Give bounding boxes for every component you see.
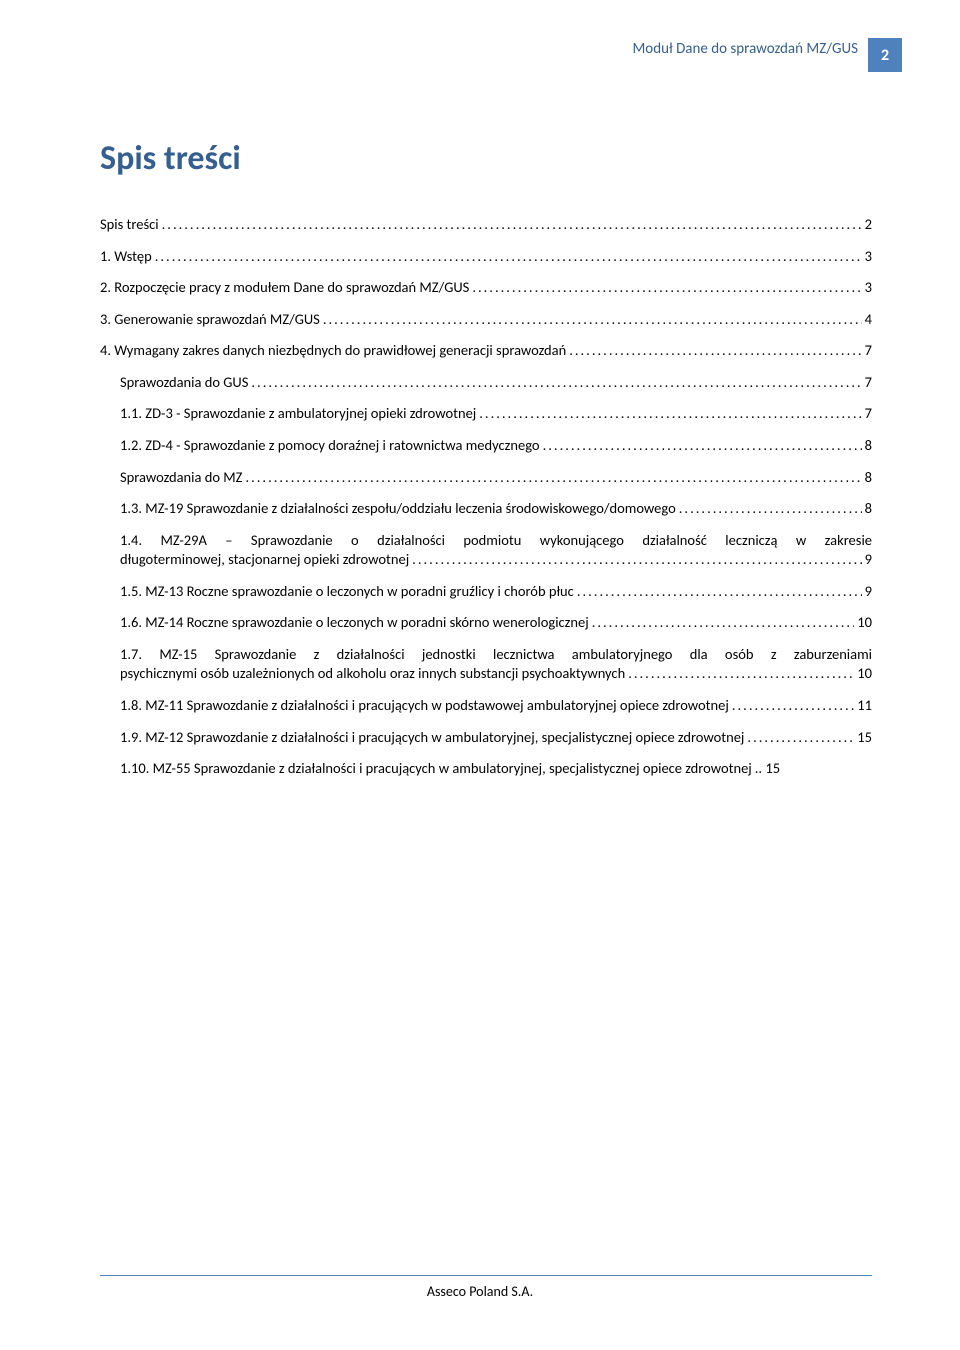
toc-entry-text: 3. Generowanie sprawozdań MZ/GUS — [100, 310, 320, 330]
toc-leader — [409, 550, 861, 570]
toc-page-number: 10 — [854, 613, 872, 633]
toc-entry[interactable]: Sprawozdania do GUS 7 — [100, 373, 872, 393]
toc-page-number: 2 — [862, 215, 872, 235]
table-of-contents: Spis treści 2 1. Wstęp 3 2. Rozpoczęcie prac… — [100, 215, 872, 791]
toc-leader — [625, 664, 854, 684]
running-title: Moduł Dane do sprawozdań MZ/GUS — [632, 38, 858, 58]
toc-entry-text: długoterminowej, stacjonarnej opieki zdr… — [120, 550, 409, 570]
toc-leader — [248, 373, 861, 393]
toc-leader — [152, 247, 862, 267]
toc-entry-text: Sprawozdania do MZ — [120, 468, 242, 488]
toc-entry[interactable]: 1.9. MZ-12 Sprawozdanie z działalności i… — [100, 728, 872, 748]
toc-leader — [589, 613, 855, 633]
toc-leader — [676, 499, 862, 519]
toc-entry-text: 1.8. MZ-11 Sprawozdanie z działalności i… — [120, 696, 729, 716]
toc-page-number: 8 — [862, 468, 872, 488]
toc-leader — [320, 310, 862, 330]
toc-entry-text: 1.5. MZ-13 Roczne sprawozdanie o leczony… — [120, 582, 574, 602]
toc-entry[interactable]: 1.2. ZD-4 - Sprawozdanie z pomocy doraźn… — [100, 436, 872, 456]
toc-entry[interactable]: 1.7. MZ-15 Sprawozdanie z działalności j… — [100, 645, 872, 684]
toc-entry-text: 4. Wymagany zakres danych niezbędnych do… — [100, 341, 566, 361]
toc-page-number: 8 — [862, 436, 872, 456]
toc-entry-text: 1.2. ZD-4 - Sprawozdanie z pomocy doraźn… — [120, 436, 540, 456]
toc-leader — [476, 404, 861, 424]
toc-entry-text: 1. Wstęp — [100, 247, 152, 267]
toc-page-number: 7 — [862, 341, 872, 361]
toc-entry[interactable]: 3. Generowanie sprawozdań MZ/GUS 4 — [100, 310, 872, 330]
toc-leader — [469, 278, 861, 298]
page-header: Moduł Dane do sprawozdań MZ/GUS 2 — [0, 38, 960, 72]
page-number-badge: 2 — [868, 38, 902, 72]
toc-entry[interactable]: 1.3. MZ-19 Sprawozdanie z działalności z… — [100, 499, 872, 519]
toc-entry-text: 1.1. ZD-3 - Sprawozdanie z ambulatoryjne… — [120, 404, 476, 424]
toc-entry-text: 1.6. MZ-14 Roczne sprawozdanie o leczony… — [120, 613, 589, 633]
toc-leader — [566, 341, 861, 361]
toc-entry[interactable]: 1.10. MZ-55 Sprawozdanie z działalności … — [100, 759, 872, 779]
toc-entry[interactable]: Spis treści 2 — [100, 215, 872, 235]
toc-entry-text: 1.10. MZ-55 Sprawozdanie z działalności … — [120, 759, 752, 779]
toc-page-number: 10 — [854, 664, 872, 684]
toc-entry[interactable]: 1.6. MZ-14 Roczne sprawozdanie o leczony… — [100, 613, 872, 633]
toc-entry-text: psychicznymi osób uzależnionych od alkoh… — [120, 664, 625, 684]
toc-entry-text: Spis treści — [100, 215, 159, 235]
toc-page-number: 3 — [862, 247, 872, 267]
toc-entry[interactable]: 4. Wymagany zakres danych niezbędnych do… — [100, 341, 872, 361]
toc-leader — [242, 468, 861, 488]
toc-page-number: .. 15 — [752, 759, 780, 779]
toc-entry-text: 1.7. MZ-15 Sprawozdanie z działalności j… — [120, 645, 872, 665]
toc-leader — [159, 215, 862, 235]
toc-leader — [574, 582, 862, 602]
footer-divider — [100, 1275, 872, 1276]
toc-page-number: 7 — [862, 373, 872, 393]
toc-entry-text: 1.9. MZ-12 Sprawozdanie z działalności i… — [120, 728, 744, 748]
toc-page-number: 4 — [862, 310, 872, 330]
toc-entry-text: 1.3. MZ-19 Sprawozdanie z działalności z… — [120, 499, 676, 519]
toc-page-number: 9 — [862, 582, 872, 602]
toc-page-number: 11 — [854, 696, 872, 716]
toc-leader — [744, 728, 854, 748]
toc-page-number: 7 — [862, 404, 872, 424]
toc-page-number: 15 — [854, 728, 872, 748]
toc-entry-text: 2. Rozpoczęcie pracy z modułem Dane do s… — [100, 278, 469, 298]
toc-leader — [540, 436, 862, 456]
toc-entry-text: 1.4. MZ-29A – Sprawozdanie o działalnośc… — [120, 531, 872, 551]
toc-entry-text: Sprawozdania do GUS — [120, 373, 248, 393]
toc-entry[interactable]: 1.5. MZ-13 Roczne sprawozdanie o leczony… — [100, 582, 872, 602]
toc-leader — [729, 696, 854, 716]
footer-text: Asseco Poland S.A. — [0, 1283, 960, 1300]
toc-entry[interactable]: 1.4. MZ-29A – Sprawozdanie o działalnośc… — [100, 531, 872, 570]
page-title: Spis treści — [100, 138, 241, 179]
toc-entry[interactable]: 1.1. ZD-3 - Sprawozdanie z ambulatoryjne… — [100, 404, 872, 424]
toc-entry[interactable]: Sprawozdania do MZ 8 — [100, 468, 872, 488]
toc-page-number: 9 — [862, 550, 872, 570]
toc-entry[interactable]: 1. Wstęp 3 — [100, 247, 872, 267]
toc-entry[interactable]: 2. Rozpoczęcie pracy z modułem Dane do s… — [100, 278, 872, 298]
toc-page-number: 8 — [862, 499, 872, 519]
toc-entry[interactable]: 1.8. MZ-11 Sprawozdanie z działalności i… — [100, 696, 872, 716]
toc-page-number: 3 — [862, 278, 872, 298]
